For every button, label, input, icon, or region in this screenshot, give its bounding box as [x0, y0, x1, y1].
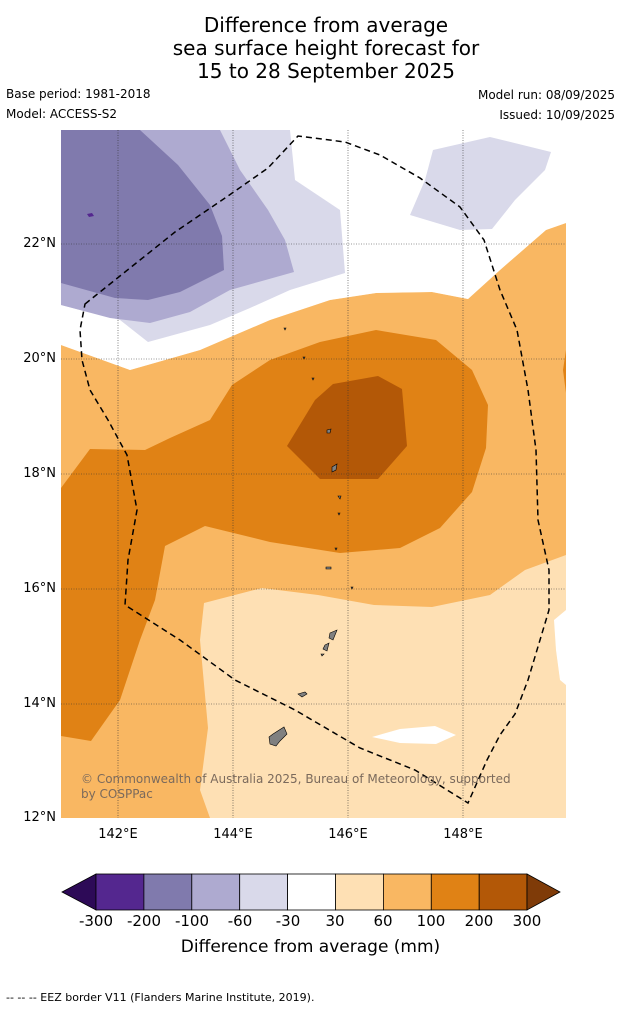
band-neg-100: [61, 130, 224, 300]
base-period-text: Base period: 1981-2018: [6, 87, 151, 101]
island-south: [350, 586, 354, 590]
eez-border: [79, 135, 550, 805]
band-200-300: [287, 376, 407, 479]
lat-tick: 12°N: [23, 810, 56, 825]
issued-text: Issued: 10/09/2025: [499, 108, 615, 122]
band-white-south: [372, 726, 456, 744]
island-agrihan: [326, 428, 332, 434]
island-asuncion: [311, 377, 315, 381]
island-guguan: [337, 512, 341, 516]
island-aguijan: [320, 653, 325, 657]
colorbar-segment: [382, 873, 432, 911]
island-anatahan: [325, 566, 332, 570]
island-saipan: [328, 629, 338, 641]
band-neg-30-east: [410, 137, 551, 230]
colorbar-segment: [95, 873, 145, 911]
lon-tick: 142°E: [98, 827, 138, 842]
band-neg-200-spot: [87, 213, 94, 217]
eez-legend-note: -- -- -- EEZ border V11 (Flanders Marine…: [6, 991, 315, 1004]
colorbar-segment: [430, 873, 480, 911]
colorbar-segment: [239, 873, 288, 911]
title-line-2: sea surface height forecast for: [172, 36, 480, 60]
graticule: [61, 130, 566, 818]
colorbar-title: Difference from average (mm): [180, 937, 441, 957]
island-rota: [297, 691, 308, 698]
colorbar-tick-label: -30: [275, 912, 301, 930]
lat-tick: 20°N: [23, 351, 56, 366]
colorbar-segment: [287, 873, 336, 911]
colorbar-tick-label: 300: [512, 912, 542, 930]
colorbar-extend-high: [526, 873, 561, 911]
colorbar-tick-label: 30: [325, 912, 345, 930]
colorbar-extend-low: [61, 873, 97, 911]
band-white-east: [554, 610, 566, 685]
lon-tick: 144°E: [213, 827, 253, 842]
island-sarigan: [334, 547, 338, 551]
island-maug: [302, 356, 306, 360]
colorbar: [61, 873, 561, 911]
island-tinian: [322, 642, 330, 652]
island-guam: [268, 726, 288, 747]
lat-tick: 14°N: [23, 696, 56, 711]
colorbar-tick-label: -60: [227, 912, 253, 930]
title-line-3: 15 to 28 September 2025: [197, 59, 455, 83]
lat-tick: 22°N: [23, 236, 56, 251]
copyright-notice: © Commonwealth of Australia 2025, Bureau…: [81, 772, 511, 801]
title-line-1: Difference from average: [203, 13, 449, 37]
island-pagan: [331, 463, 338, 473]
colorbar-tick-label: 60: [373, 912, 393, 930]
colorbar-segment: [191, 873, 241, 911]
colorbar-segment: [335, 873, 384, 911]
lon-tick: 146°E: [328, 827, 368, 842]
lat-tick: 16°N: [23, 581, 56, 596]
colorbar-tick-label: 200: [464, 912, 494, 930]
colorbar-tick-label: -100: [174, 912, 210, 930]
colorbar-segment: [478, 873, 528, 911]
colorbar-segment: [143, 873, 193, 911]
colorbar-tick-label: -200: [126, 912, 162, 930]
islands: [268, 327, 354, 747]
contour-fields: [61, 130, 566, 818]
colorbar-tick-label: 100: [416, 912, 446, 930]
island-alamagan: [337, 495, 342, 500]
map-title: Difference from average sea surface heig…: [0, 14, 621, 83]
island-farallon: [283, 327, 287, 331]
lat-tick: 18°N: [23, 466, 56, 481]
lon-tick: 148°E: [443, 827, 483, 842]
colorbar-tick-label: -300: [78, 912, 114, 930]
band-560-right: [563, 350, 566, 393]
model-text: Model: ACCESS-S2: [6, 107, 118, 121]
model-run-text: Model run: 08/09/2025: [477, 88, 615, 102]
